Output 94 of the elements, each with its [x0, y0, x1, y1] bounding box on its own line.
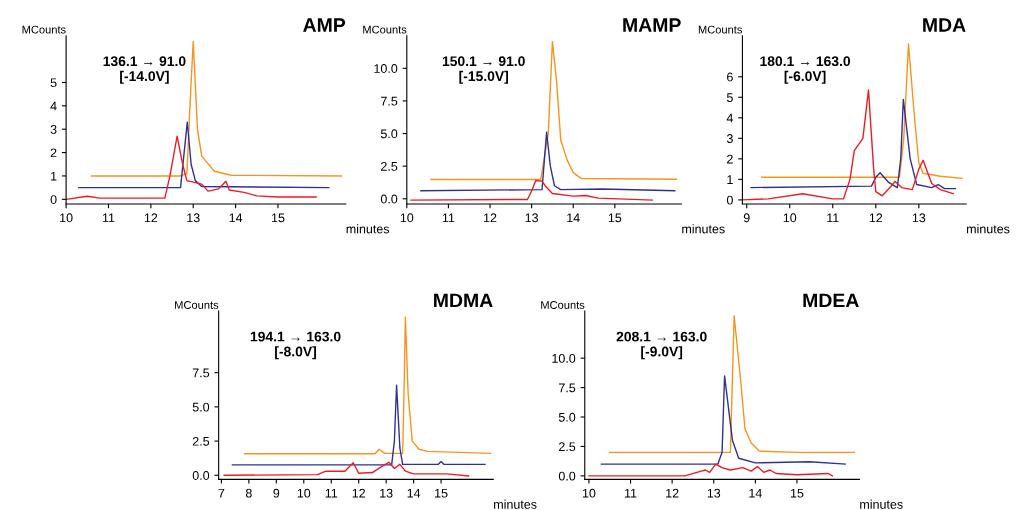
x-tick-label: 14 [749, 488, 762, 498]
x-tick-label: 10 [60, 213, 73, 223]
y-tick-label: 0 [50, 195, 57, 204]
chart-title: MDMA [434, 293, 493, 308]
y-tick-label: 5 [50, 78, 57, 88]
line-series [430, 40, 678, 181]
x-tick-label: 13 [380, 488, 393, 498]
line-series [66, 135, 317, 201]
y-tick-label: 7.5 [559, 383, 576, 393]
x-axis-title: minutes [346, 224, 390, 234]
y-axis-title: MCounts [363, 25, 407, 34]
y-tick-label: 3 [50, 125, 57, 134]
x-tick-label: 13 [525, 213, 539, 223]
y-tick-label: 6 [727, 72, 733, 82]
x-tick-label: 13 [707, 488, 721, 498]
x-axis-title: minutes [682, 224, 725, 234]
chart-title: MDEA [803, 293, 859, 308]
x-tick-label: 10 [582, 488, 596, 498]
chart-title: MAMP [623, 18, 681, 32]
line-series [420, 131, 676, 192]
x-tick-label: 9 [273, 488, 280, 498]
y-tick-label: 3 [726, 134, 733, 143]
chart-title: MDA [923, 18, 966, 32]
x-tick-label: 11 [625, 488, 637, 498]
x-tick-label: 9 [743, 213, 750, 223]
x-axis-title: minutes [494, 499, 537, 509]
x-tick-label: 15 [435, 488, 448, 498]
x-tick-label: 14 [229, 213, 243, 223]
line-series [600, 375, 846, 465]
chart-title: AMP [303, 18, 346, 32]
line-series [588, 463, 834, 477]
y-tick-label: 0.0 [558, 471, 576, 481]
x-tick-label: 15 [790, 488, 804, 498]
y-tick-label: 2.5 [192, 436, 210, 446]
annotation: 136.1 → 91.0 [-14.0V] [103, 56, 186, 84]
y-tick-label: 1 [727, 175, 733, 184]
line-series [243, 316, 492, 455]
y-tick-label: 7.5 [381, 96, 398, 106]
x-tick-label: 13 [187, 213, 200, 223]
x-tick-label: 8 [245, 488, 252, 498]
line-series [761, 43, 963, 180]
x-tick-label: 11 [102, 213, 115, 223]
annotation: 150.1 → 91.0 [-15.0V] [442, 56, 525, 84]
y-tick-label: 4 [50, 101, 57, 111]
x-tick-label: 11 [827, 213, 839, 223]
line-series [742, 89, 954, 201]
line-series [90, 40, 343, 177]
y-tick-label: 2.5 [381, 161, 398, 171]
x-tick-label: 11 [325, 488, 338, 498]
x-tick-label: 12 [484, 213, 497, 223]
x-tick-label: 15 [271, 213, 285, 223]
y-tick-label: 4 [726, 113, 734, 123]
y-tick-label: 7.5 [192, 368, 210, 378]
x-tick-label: 13 [912, 213, 926, 223]
y-tick-label: 5.0 [192, 402, 210, 412]
x-tick-label: 15 [608, 213, 622, 223]
y-tick-label: 1 [51, 171, 57, 181]
x-axis-title: minutes [966, 224, 1010, 234]
y-axis-title: MCounts [698, 25, 743, 34]
y-axis-title: MCounts [22, 25, 66, 34]
y-tick-label: 0.0 [380, 194, 398, 204]
line-series [231, 384, 486, 466]
annotation: 180.1 → 163.0 [-6.0V] [760, 56, 851, 84]
y-tick-label: 10.0 [374, 64, 398, 73]
x-tick-label: 12 [144, 213, 158, 223]
x-tick-label: 10 [783, 213, 797, 223]
line-series [78, 121, 330, 189]
annotation: 208.1 → 163.0 [-9.0V] [616, 331, 707, 360]
x-tick-label: 12 [869, 213, 883, 223]
y-tick-label: 2 [50, 148, 57, 158]
y-tick-label: 0 [726, 195, 733, 205]
line-series [609, 315, 856, 454]
x-axis-title: minutes [860, 499, 903, 509]
x-tick-label: 10 [400, 213, 414, 223]
y-axis-title: MCounts [541, 301, 585, 309]
x-tick-label: 14 [407, 488, 421, 498]
y-tick-label: 10.0 [552, 353, 576, 363]
y-tick-label: 0.0 [192, 471, 210, 480]
line-series [410, 179, 653, 201]
x-tick-label: 12 [666, 488, 679, 498]
line-series [750, 98, 957, 190]
y-tick-label: 5 [726, 93, 733, 102]
y-axis-title: MCounts [175, 301, 219, 309]
y-tick-label: 5.0 [558, 412, 576, 422]
x-tick-label: 7 [218, 488, 225, 498]
y-tick-label: 5.0 [380, 129, 398, 139]
y-tick-label: 2 [727, 154, 733, 164]
x-tick-label: 14 [567, 213, 580, 223]
x-tick-label: 10 [297, 488, 311, 498]
x-tick-label: 11 [442, 213, 455, 223]
annotation: 194.1 → 163.0 [-8.0V] [250, 331, 341, 360]
x-tick-label: 12 [352, 488, 366, 498]
y-tick-label: 2.5 [559, 442, 576, 452]
line-series [223, 461, 470, 477]
